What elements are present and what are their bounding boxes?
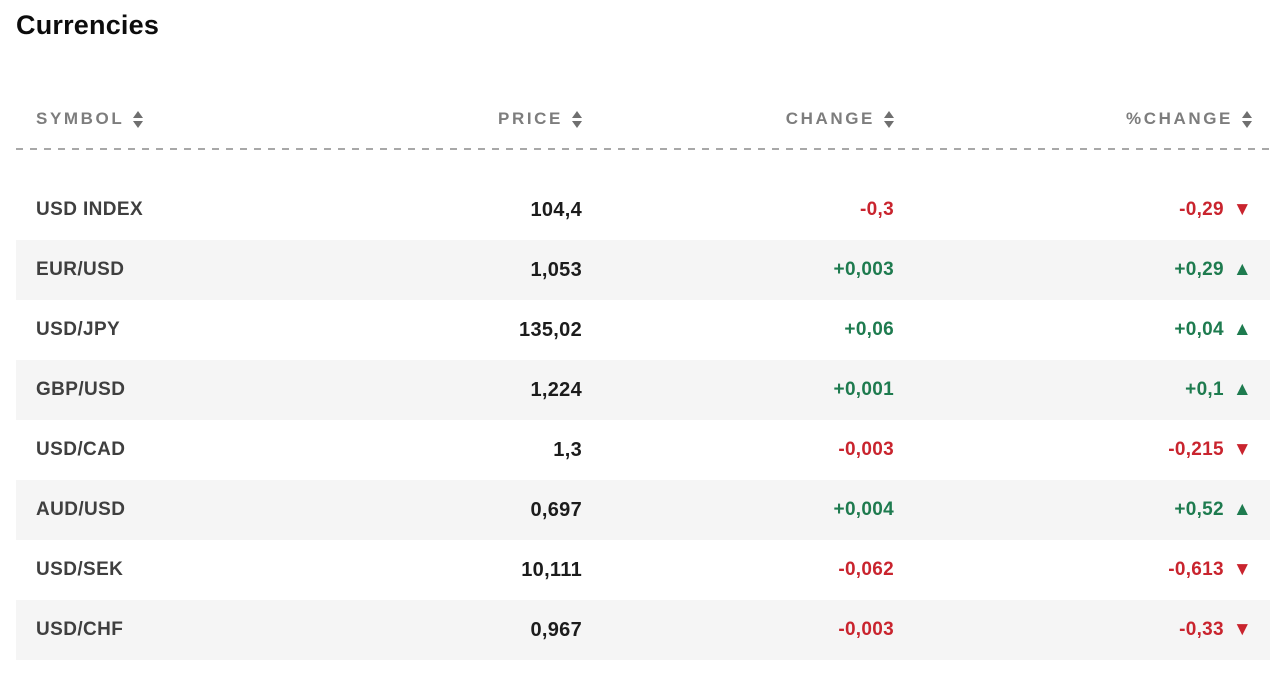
pct-change-value: +0,52 <box>1174 499 1224 520</box>
symbol-cell: USD/SEK <box>36 559 124 580</box>
pct-change-value: -0,613 <box>1168 559 1224 580</box>
change-cell: +0,003 <box>833 259 894 280</box>
change-cell: +0,001 <box>833 379 894 400</box>
change-cell: +0,004 <box>833 499 894 520</box>
pct-change-cell: +0,29 ▲ <box>894 259 1252 281</box>
table-header-row: SYMBOL PRICE CHANGE %CHANGE <box>16 90 1270 148</box>
change-cell: -0,003 <box>838 439 894 460</box>
sort-icon <box>133 110 144 128</box>
price-cell: 10,111 <box>521 558 582 581</box>
price-cell: 1,224 <box>530 378 582 401</box>
pct-change-cell: +0,1 ▲ <box>894 379 1252 401</box>
up-triangle-icon: ▲ <box>1232 318 1252 340</box>
change-cell: +0,06 <box>844 319 894 340</box>
table-body: USD INDEX 104,4 -0,3 -0,29 ▼ EUR/USD 1,0… <box>16 180 1270 660</box>
pct-change-value: -0,215 <box>1168 439 1224 460</box>
table-row[interactable]: USD/SEK 10,111 -0,062 -0,613 ▼ <box>16 540 1270 600</box>
table-row[interactable]: AUD/USD 0,697 +0,004 +0,52 ▲ <box>16 480 1270 540</box>
pct-change-cell: -0,33 ▼ <box>894 619 1252 641</box>
column-header-price-label: PRICE <box>498 109 563 128</box>
pct-change-cell: +0,04 ▲ <box>894 319 1252 341</box>
pct-change-value: -0,29 <box>1179 199 1224 220</box>
sort-icon <box>884 110 894 128</box>
price-cell: 1,3 <box>553 438 582 461</box>
down-triangle-icon: ▼ <box>1232 198 1252 220</box>
price-cell: 1,053 <box>530 258 582 281</box>
symbol-cell: EUR/USD <box>36 259 125 280</box>
symbol-cell: USD/JPY <box>36 319 121 340</box>
table-row[interactable]: USD/CAD 1,3 -0,003 -0,215 ▼ <box>16 420 1270 480</box>
up-triangle-icon: ▲ <box>1232 378 1252 400</box>
symbol-cell: USD/CHF <box>36 619 124 640</box>
change-cell: -0,003 <box>838 619 894 640</box>
pct-change-value: +0,1 <box>1185 379 1224 400</box>
dashed-divider <box>16 148 1270 150</box>
change-cell: -0,3 <box>860 199 894 220</box>
down-triangle-icon: ▼ <box>1232 558 1252 580</box>
table-row[interactable]: USD/JPY 135,02 +0,06 +0,04 ▲ <box>16 300 1270 360</box>
column-header-change[interactable]: CHANGE <box>582 109 894 129</box>
column-header-symbol[interactable]: SYMBOL <box>36 109 402 129</box>
column-header-symbol-label: SYMBOL <box>36 109 125 128</box>
sort-icon <box>1242 110 1252 128</box>
price-cell: 135,02 <box>519 318 582 341</box>
symbol-cell: GBP/USD <box>36 379 126 400</box>
column-header-pct-change[interactable]: %CHANGE <box>894 109 1252 129</box>
pct-change-cell: -0,613 ▼ <box>894 559 1252 581</box>
price-cell: 104,4 <box>530 198 582 221</box>
down-triangle-icon: ▼ <box>1232 438 1252 460</box>
currencies-table: SYMBOL PRICE CHANGE %CHANGE USD INDEX 10… <box>16 90 1270 660</box>
change-cell: -0,062 <box>838 559 894 580</box>
table-row[interactable]: USD INDEX 104,4 -0,3 -0,29 ▼ <box>16 180 1270 240</box>
pct-change-cell: +0,52 ▲ <box>894 499 1252 521</box>
table-row[interactable]: GBP/USD 1,224 +0,001 +0,1 ▲ <box>16 360 1270 420</box>
column-header-price[interactable]: PRICE <box>402 109 582 129</box>
table-row[interactable]: USD/CHF 0,967 -0,003 -0,33 ▼ <box>16 600 1270 660</box>
table-row[interactable]: EUR/USD 1,053 +0,003 +0,29 ▲ <box>16 240 1270 300</box>
up-triangle-icon: ▲ <box>1232 258 1252 280</box>
symbol-cell: USD/CAD <box>36 439 126 460</box>
symbol-cell: USD INDEX <box>36 199 144 220</box>
column-header-change-label: CHANGE <box>785 109 875 128</box>
pct-change-value: +0,29 <box>1174 259 1224 280</box>
down-triangle-icon: ▼ <box>1232 618 1252 640</box>
page-title: Currencies <box>16 10 160 40</box>
pct-change-value: +0,04 <box>1174 319 1224 340</box>
pct-change-cell: -0,215 ▼ <box>894 439 1252 461</box>
price-cell: 0,967 <box>530 618 582 641</box>
pct-change-cell: -0,29 ▼ <box>894 199 1252 221</box>
symbol-cell: AUD/USD <box>36 499 126 520</box>
up-triangle-icon: ▲ <box>1232 498 1252 520</box>
sort-icon <box>572 110 582 128</box>
column-header-pct-change-label: %CHANGE <box>1126 109 1233 128</box>
price-cell: 0,697 <box>530 498 582 521</box>
pct-change-value: -0,33 <box>1179 619 1224 640</box>
